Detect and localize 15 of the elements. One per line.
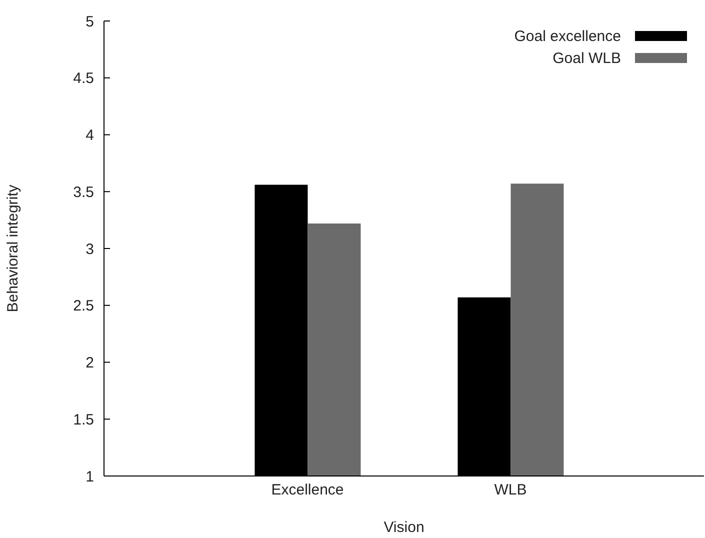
x-axis-title: Vision	[384, 519, 424, 536]
y-axis-title: Behavioral integrity	[4, 184, 22, 312]
y-tick-label: 5	[86, 13, 94, 30]
legend-label: Goal WLB	[552, 50, 621, 66]
y-tick-label: 4.5	[73, 70, 94, 88]
y-tick-label: 3.5	[73, 184, 94, 201]
legend-label: Goal excellence	[514, 28, 621, 44]
x-tick-label: Excellence	[271, 482, 344, 499]
y-tick-label: 1.5	[73, 411, 94, 428]
y-tick-label: 4	[86, 127, 94, 144]
x-tick-label: WLB	[494, 482, 527, 499]
y-tick-label: 2	[86, 354, 94, 372]
y-tick-label: 3	[86, 240, 94, 258]
y-tick-label: 2.5	[73, 298, 94, 315]
y-tick-label: 1	[86, 468, 94, 486]
